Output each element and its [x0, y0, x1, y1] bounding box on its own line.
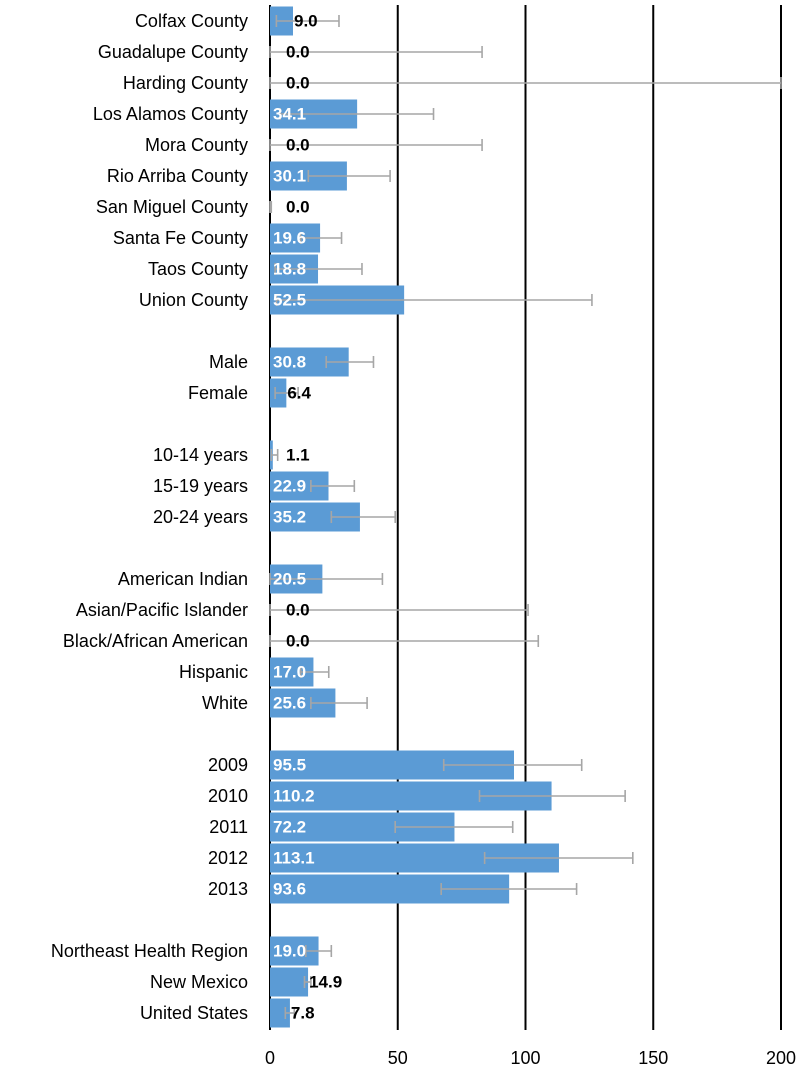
category-label: 2012 — [208, 848, 248, 868]
category-label: Male — [209, 352, 248, 372]
category-label: 2009 — [208, 755, 248, 775]
category-label: Black/African American — [63, 631, 248, 651]
data-label: 22.9 — [273, 476, 306, 495]
category-label: Union County — [139, 290, 248, 310]
data-label: 14.9 — [309, 972, 342, 991]
data-label: 19.6 — [273, 228, 306, 247]
category-label: San Miguel County — [96, 197, 248, 217]
data-label: 20.5 — [273, 569, 306, 588]
bar — [270, 998, 290, 1028]
x-tick-label: 0 — [265, 1048, 275, 1068]
data-label: 35.2 — [273, 507, 306, 526]
category-label: Harding County — [123, 73, 248, 93]
category-label: 2011 — [209, 817, 248, 837]
data-label: 0.0 — [286, 631, 310, 650]
data-labels: 9.0 0.0 0.0 34.1 0.0 30.1 0.0 19.6 18.8 52.5 30.8 6… — [273, 11, 342, 1022]
data-label: 52.5 — [273, 290, 306, 309]
category-label: 2010 — [208, 786, 248, 806]
data-label: 18.8 — [273, 259, 306, 278]
data-label: 113.1 — [273, 848, 315, 867]
error-bars — [269, 15, 782, 1019]
data-label: 6.4 — [287, 383, 311, 402]
category-label: Female — [188, 383, 248, 403]
category-label: Rio Arriba County — [107, 166, 248, 186]
data-label: 7.8 — [291, 1003, 315, 1022]
data-label: 72.2 — [273, 817, 306, 836]
category-label: Hispanic — [179, 662, 248, 682]
category-label: 20-24 years — [153, 507, 248, 527]
category-label: Los Alamos County — [93, 104, 248, 124]
category-label: Northeast Health Region — [51, 941, 248, 961]
data-label: 17.0 — [273, 662, 306, 681]
category-label: Taos County — [148, 259, 248, 279]
data-label: 19.0 — [273, 941, 306, 960]
data-label: 9.0 — [294, 11, 318, 30]
category-label: 2013 — [208, 879, 248, 899]
data-label: 0.0 — [286, 135, 310, 154]
x-tick-label: 50 — [388, 1048, 408, 1068]
data-label: 110.2 — [273, 786, 315, 805]
category-label: Santa Fe County — [113, 228, 248, 248]
data-label: 0.0 — [286, 197, 310, 216]
category-label: 15-19 years — [153, 476, 248, 496]
data-label: 25.6 — [273, 693, 306, 712]
category-label: Asian/Pacific Islander — [76, 600, 248, 620]
category-label: White — [202, 693, 248, 713]
data-label: 0.0 — [286, 73, 310, 92]
category-label: Mora County — [145, 135, 248, 155]
x-axis-ticks: 0 50 100 150 200 — [265, 1048, 796, 1068]
category-label: American Indian — [118, 569, 248, 589]
x-tick-label: 100 — [510, 1048, 540, 1068]
data-label: 30.1 — [273, 166, 306, 185]
data-label: 0.0 — [286, 600, 310, 619]
data-label: 30.8 — [273, 352, 306, 371]
x-tick-label: 150 — [638, 1048, 668, 1068]
category-label: New Mexico — [150, 972, 248, 992]
data-label: 93.6 — [273, 879, 306, 898]
data-label: 95.5 — [273, 755, 306, 774]
bar — [270, 967, 309, 997]
x-tick-label: 200 — [766, 1048, 796, 1068]
data-label: 1.1 — [286, 445, 310, 464]
data-label: 34.1 — [273, 104, 306, 123]
category-labels: Colfax County Guadalupe County Harding Cou… — [51, 11, 248, 1023]
bars — [270, 6, 559, 1028]
category-label: Guadalupe County — [98, 42, 248, 62]
data-label: 0.0 — [286, 42, 310, 61]
category-label: Colfax County — [135, 11, 248, 31]
category-label: 10-14 years — [153, 445, 248, 465]
category-label: United States — [140, 1003, 248, 1023]
